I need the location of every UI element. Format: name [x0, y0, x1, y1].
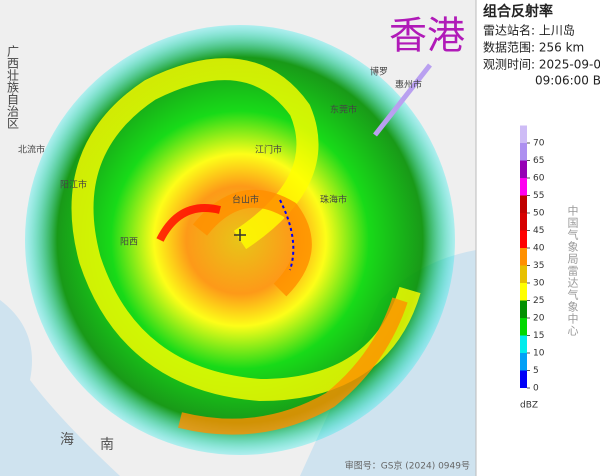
map: 香港 广西壮族自治区 北流市 台山市 阳西 江门市 东莞市 惠州市 博罗 海 南… — [0, 0, 476, 476]
legend-swatch — [520, 353, 527, 371]
legend-label: 0 — [533, 384, 539, 394]
legend-label: 10 — [533, 349, 545, 359]
legend-label: 20 — [533, 314, 545, 324]
rain-band — [178, 297, 408, 435]
map-label: 海 — [60, 432, 74, 448]
agency: 中国气象局雷达气象中心 — [566, 205, 579, 337]
legend-label: 35 — [533, 261, 544, 271]
footer: 审图号：GS京 (2024) 0949号 — [345, 460, 470, 472]
legend-swatch — [520, 178, 527, 196]
map-label: 东莞市 — [330, 104, 357, 116]
legend-label: 15 — [533, 331, 544, 341]
legend-swatch — [520, 335, 527, 353]
annotation: 香港 — [389, 14, 465, 58]
legend-label: 40 — [533, 244, 545, 254]
map-label: 珠海市 — [320, 194, 347, 206]
legend-swatch — [520, 283, 527, 301]
map-label: 台山市 — [232, 194, 259, 206]
legend-label: 25 — [533, 296, 544, 306]
map-label: 阳江市 — [60, 179, 87, 191]
legend-unit: dBZ — [520, 401, 538, 411]
radar-site — [234, 229, 246, 241]
info-panel: 组合反射率 雷达站名: 上川岛 数据范围: 256 km 观测时间: 2025-… — [483, 3, 600, 411]
legend-label: 45 — [533, 226, 544, 236]
rain-band — [71, 58, 421, 402]
time: 09:06:00 BJT — [535, 74, 600, 88]
legend-swatch — [520, 318, 527, 336]
map-label: 博罗 — [370, 66, 388, 78]
legend-swatch — [520, 195, 527, 213]
legend-label: 65 — [533, 156, 544, 166]
legend-swatch — [520, 213, 527, 231]
map-label: 南 — [100, 437, 114, 453]
radar-beam — [279, 199, 295, 271]
map-label: 阳西 — [120, 237, 138, 248]
legend-label: 5 — [533, 366, 539, 376]
station: 雷达站名: 上川岛 — [483, 23, 575, 38]
arrow — [373, 63, 432, 137]
legend-swatch — [520, 248, 527, 266]
legend-label: 50 — [533, 209, 545, 219]
legend-label: 70 — [533, 139, 545, 149]
legend-swatch — [520, 143, 527, 161]
legend-swatch — [520, 160, 527, 178]
rain-band — [192, 189, 312, 297]
legend-label: 55 — [533, 191, 544, 201]
legend-swatch — [520, 300, 527, 318]
time: 观测时间: 2025-09-08 — [483, 58, 600, 72]
map-label: 江门市 — [255, 144, 282, 156]
rain-band — [156, 204, 221, 242]
map-label: 北流市 — [18, 144, 45, 156]
range: 数据范围: 256 km — [483, 40, 584, 55]
legend-top — [520, 125, 527, 143]
panel-title: 组合反射率 — [483, 3, 553, 20]
legend-swatch — [520, 370, 527, 388]
legend-label: 60 — [533, 174, 545, 184]
map-label: 广西壮族自治区 — [6, 45, 20, 129]
sea — [0, 300, 120, 476]
legend-label: 30 — [533, 279, 545, 289]
map-label: 惠州市 — [395, 79, 422, 91]
legend-swatch — [520, 265, 527, 283]
legend-swatch — [520, 230, 527, 248]
